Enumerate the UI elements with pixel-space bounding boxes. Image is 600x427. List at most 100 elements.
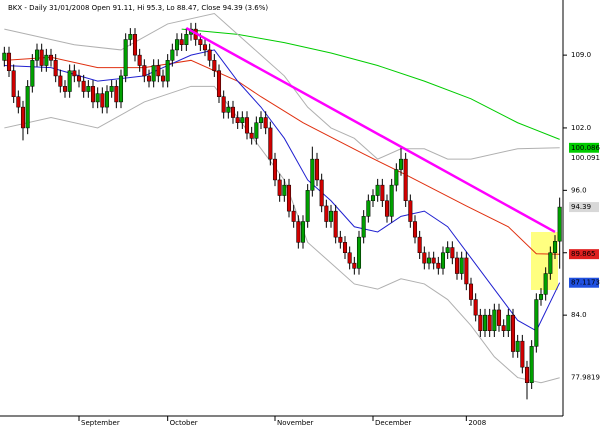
candle-body	[408, 200, 413, 222]
candle-body	[403, 158, 408, 201]
candle-body	[459, 257, 464, 274]
candle-body	[58, 75, 63, 87]
candle-body	[25, 86, 30, 129]
candle-body	[277, 179, 282, 196]
candle-body	[492, 309, 497, 332]
price-label: 77.9819	[571, 374, 600, 382]
candle-body	[482, 314, 488, 332]
candle-body	[132, 34, 138, 56]
candle-body	[184, 34, 189, 45]
candle-body	[16, 96, 21, 108]
price-label-box	[569, 202, 599, 213]
moving-average	[4, 12, 560, 160]
candle-body	[249, 132, 254, 139]
candle-body	[506, 314, 511, 332]
price-label: 100.086	[571, 144, 600, 152]
candle-body	[254, 122, 259, 139]
candle-body	[151, 65, 156, 82]
candle-body	[370, 195, 376, 201]
candle-body	[282, 184, 287, 196]
candle-body	[258, 117, 264, 123]
candle-body	[296, 221, 301, 243]
moving-average	[4, 85, 560, 384]
candle-body	[473, 299, 478, 316]
price-label: 100.091	[571, 154, 600, 162]
candle-body	[174, 39, 180, 51]
candle-body	[538, 294, 544, 300]
candle-body	[76, 75, 82, 82]
candle-body	[2, 52, 7, 61]
candle-body	[67, 70, 72, 92]
candle-body	[445, 247, 450, 253]
candle-body	[90, 86, 96, 103]
candle-body	[440, 252, 446, 269]
candle-body	[109, 86, 114, 92]
x-tick-label: 2008	[468, 419, 486, 427]
candle-body	[62, 86, 68, 92]
candle-body	[44, 54, 49, 66]
candle-body	[300, 221, 306, 243]
candle-body	[286, 184, 292, 212]
candle-body	[6, 52, 12, 71]
candle-body	[100, 93, 105, 108]
candle-body	[333, 210, 338, 238]
candle-body	[342, 242, 348, 253]
price-label-box	[569, 277, 599, 288]
price-label-box	[569, 249, 599, 260]
candle-body	[454, 257, 460, 274]
candle-body	[81, 80, 86, 92]
candle-body	[123, 39, 128, 77]
candle-body	[548, 252, 553, 274]
price-label-box	[569, 152, 599, 163]
x-tick-label: December	[375, 419, 411, 427]
candle-body	[529, 346, 534, 384]
candle-body	[291, 210, 296, 222]
candle-body	[53, 60, 58, 77]
candle-body	[20, 106, 26, 129]
candle-body	[198, 39, 203, 45]
chart-title: BKX - Daily 31/01/2008 Open 91.11, Hi 95…	[8, 4, 268, 12]
y-tick-label: 102.0	[571, 124, 591, 132]
moving-average	[181, 28, 560, 140]
price-label: 89.865	[571, 250, 596, 258]
candle-body	[338, 236, 343, 243]
candle-body	[48, 54, 54, 61]
candle-body	[324, 205, 329, 222]
candle-body	[356, 236, 362, 269]
candle-body	[389, 184, 394, 217]
candle-body	[347, 252, 352, 264]
candle-body	[104, 91, 110, 108]
candle-body	[156, 65, 161, 77]
candle-body	[468, 283, 474, 300]
candle-body	[384, 200, 390, 217]
candle-body	[263, 117, 268, 129]
candle-body	[412, 221, 418, 238]
candle-body	[352, 262, 357, 269]
candle-body	[146, 75, 152, 82]
candle-body	[34, 49, 40, 61]
candle-body	[202, 44, 208, 51]
candle-body	[534, 299, 539, 347]
candle-body	[39, 49, 44, 66]
candle-body	[501, 325, 506, 332]
candle-body	[272, 158, 278, 181]
candle-body	[422, 252, 427, 264]
candle-body	[328, 210, 334, 222]
x-tick-label: September	[81, 419, 120, 427]
price-label-box	[569, 142, 599, 153]
candle-body	[496, 309, 502, 326]
candle-body	[380, 184, 385, 201]
price-label: 94.39	[571, 203, 591, 211]
candle-body	[114, 86, 119, 103]
y-tick-label: 96.0	[571, 186, 587, 194]
candle-body	[464, 257, 469, 285]
moving-average	[4, 49, 561, 332]
candle-body	[72, 70, 77, 77]
moving-average	[4, 56, 560, 255]
candle-body	[226, 106, 231, 113]
candle-body	[179, 39, 184, 45]
candle-body	[394, 169, 399, 186]
candle-body	[310, 158, 315, 191]
candle-body	[165, 60, 170, 82]
